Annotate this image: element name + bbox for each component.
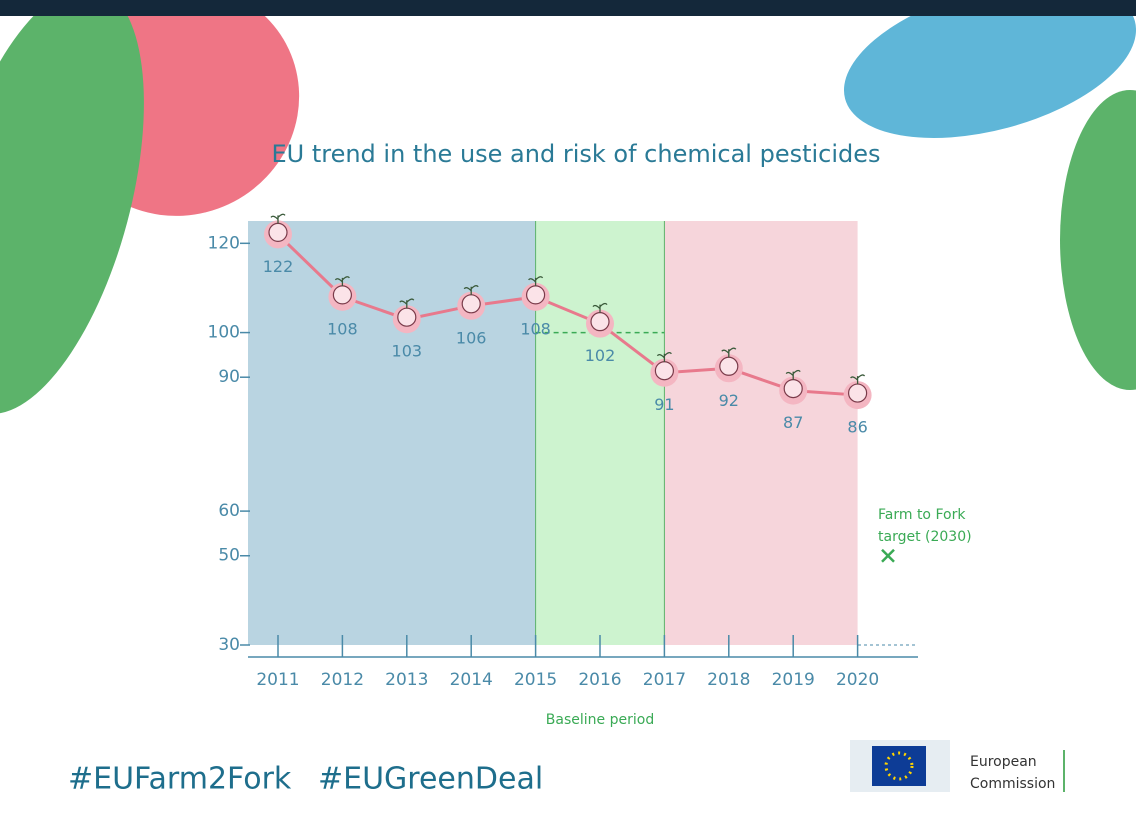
sprout-icon (528, 276, 544, 286)
x-tick-label: 2012 (321, 670, 364, 690)
globe-icon (397, 307, 417, 327)
x-tick-label: 2017 (643, 670, 686, 690)
globe-icon (268, 222, 288, 242)
logo-text: Commission (970, 776, 1055, 792)
y-tick-label: 30 (218, 635, 240, 655)
value-label: 92 (719, 391, 739, 410)
y-tick-label: 60 (218, 501, 240, 521)
y-tick-label: 120 (208, 233, 240, 253)
y-tick-label: 50 (218, 546, 240, 566)
sprout-icon (656, 351, 672, 362)
x-tick-label: 2013 (385, 670, 428, 690)
period-band (535, 221, 665, 645)
globe-icon (719, 356, 739, 376)
period-band (664, 221, 858, 645)
value-label: 108 (520, 319, 551, 338)
globe-icon (461, 294, 481, 314)
x-tick-label: 2016 (578, 670, 621, 690)
sprout-icon (334, 276, 350, 286)
globe-icon (590, 312, 610, 332)
sprout-icon (463, 285, 479, 295)
globe-icon (332, 285, 352, 305)
x-tick-label: 2020 (836, 670, 879, 690)
globe-icon (847, 383, 868, 403)
globe-icon (654, 361, 675, 381)
x-tick-label: 2011 (256, 670, 299, 690)
globe-icon (783, 379, 803, 399)
hashtag: #EUGreenDeal (318, 762, 543, 797)
target-mark (881, 548, 895, 563)
target-label: Farm to Fork (878, 507, 966, 523)
y-tick-label: 90 (218, 367, 240, 387)
globe-icon (525, 285, 546, 305)
hashtag: #EUFarm2Fork (68, 762, 292, 797)
eu-stars (884, 751, 914, 781)
sprout-icon (785, 369, 801, 380)
value-label: 102 (585, 346, 616, 365)
sprout-icon (399, 298, 415, 309)
sprout-icon (721, 347, 737, 358)
value-label: 91 (654, 395, 674, 414)
value-label: 106 (456, 328, 487, 347)
chart-title: EU trend in the use and risk of chemical… (271, 140, 880, 168)
value-label: 122 (263, 257, 294, 276)
x-tick-label: 2015 (514, 670, 557, 690)
x-tick-label: 2018 (707, 670, 750, 690)
sprout-icon (270, 213, 286, 224)
plot: 30 50 60 90 100 120 Baseline period Farm to For… (208, 213, 972, 728)
value-label: 87 (783, 413, 803, 432)
data-line (276, 233, 858, 397)
value-label: 108 (327, 319, 358, 338)
target-label: target (2030) (878, 529, 972, 545)
baseline-label: Baseline period (546, 712, 654, 728)
x-tick-label: 2019 (772, 670, 815, 690)
sprout-icon (592, 302, 608, 313)
leaf-blue (843, 0, 1136, 138)
sprout-icon (850, 374, 866, 385)
logo-text: European (970, 754, 1037, 770)
top-bar (0, 0, 1136, 16)
leaf-green-right (1060, 90, 1136, 390)
leaf-green-left (0, 0, 144, 414)
y-tick-label: 100 (208, 323, 240, 343)
value-label: 86 (847, 418, 867, 437)
value-label: 103 (392, 342, 423, 361)
x-tick-label: 2014 (450, 670, 493, 690)
period-band (248, 221, 536, 645)
eu-logo: European Commission (850, 740, 1065, 792)
